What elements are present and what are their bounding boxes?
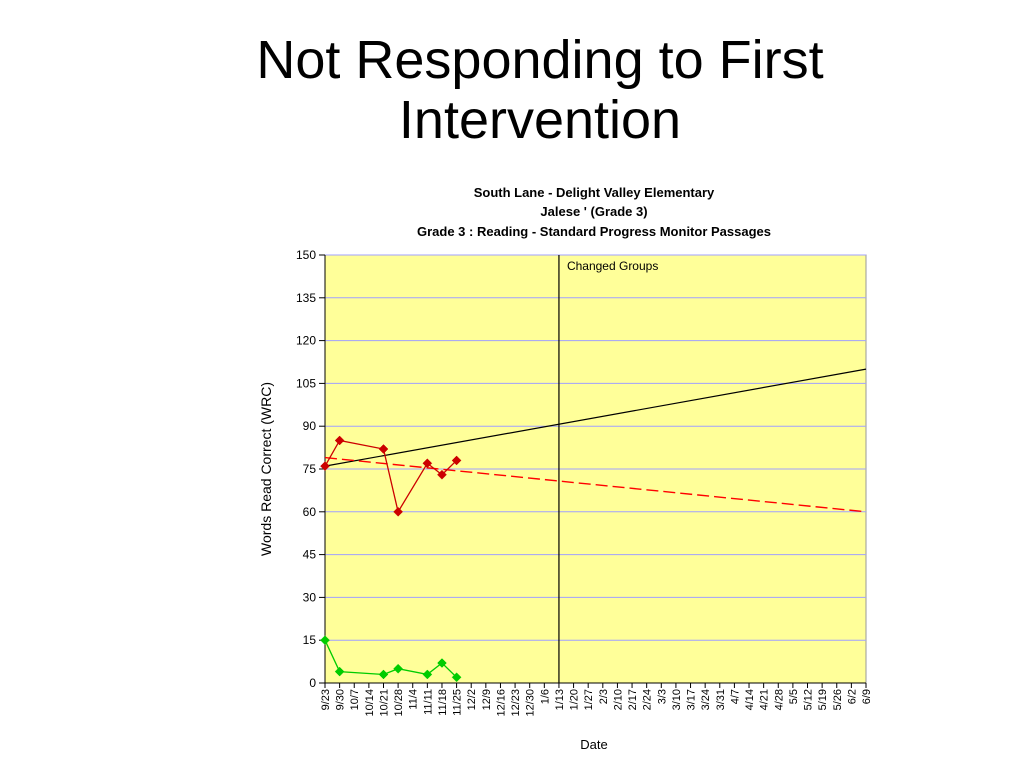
x-tick-label: 2/17 <box>627 689 639 710</box>
goal-line <box>324 368 867 467</box>
y-tick-label: 120 <box>296 334 316 348</box>
x-tick-label: 11/4 <box>408 689 420 710</box>
data-point <box>422 669 433 680</box>
y-tick-label: 90 <box>303 419 317 433</box>
x-tick-label: 4/14 <box>744 689 756 710</box>
y-tick-label: 105 <box>296 376 316 390</box>
x-tick-label: 3/10 <box>671 689 683 710</box>
x-tick-label: 2/3 <box>598 689 610 704</box>
y-tick-label: 45 <box>303 548 317 562</box>
data-point <box>422 458 433 469</box>
x-tick-label: 6/2 <box>846 689 858 704</box>
x-tick-label: 4/21 <box>759 689 771 710</box>
x-tick-label: 1/6 <box>539 689 551 704</box>
x-tick-label: 10/14 <box>364 689 376 717</box>
data-point <box>334 666 345 677</box>
x-tick-label: 10/21 <box>378 689 390 717</box>
x-tick-label: 1/27 <box>583 689 595 710</box>
chart-title-line: Jalese ' (Grade 3) <box>540 204 647 219</box>
y-tick-label: 150 <box>296 248 316 262</box>
x-tick-label: 2/24 <box>642 689 654 710</box>
x-tick-label: 5/5 <box>788 689 800 704</box>
data-point <box>393 663 403 674</box>
y-tick-label: 60 <box>303 505 317 519</box>
x-tick-label: 11/11 <box>422 689 434 715</box>
x-tick-label: 10/7 <box>349 689 361 710</box>
x-tick-label: 12/9 <box>481 689 493 710</box>
data-point <box>320 461 330 472</box>
data-point <box>393 506 403 517</box>
chart-title-line: Grade 3 : Reading - Standard Progress Mo… <box>417 224 771 239</box>
x-tick-label: 1/13 <box>554 689 566 710</box>
data-point <box>437 469 447 480</box>
y-tick-label: 135 <box>296 291 316 305</box>
x-tick-label: 6/9 <box>861 689 873 704</box>
x-tick-label: 2/10 <box>612 689 624 710</box>
x-tick-label: 1/20 <box>569 689 581 710</box>
x-tick-label: 4/7 <box>729 689 741 704</box>
data-point <box>378 444 389 454</box>
x-tick-label: 11/18 <box>437 689 449 716</box>
slide-title-line-1: Not Responding to First <box>256 30 824 90</box>
trend-line <box>324 456 867 513</box>
y-axis-label: Words Read Correct (WRC) <box>258 382 274 556</box>
data-point <box>334 435 345 446</box>
slide-title-line-2: Intervention <box>398 90 682 150</box>
x-tick-label: 3/24 <box>700 689 712 710</box>
y-tick-label: 0 <box>309 676 316 690</box>
x-tick-label: 12/2 <box>466 689 478 710</box>
data-point <box>320 635 330 646</box>
x-tick-label: 10/28 <box>393 689 405 717</box>
x-tick-label: 5/12 <box>803 689 815 710</box>
data-point <box>378 669 389 680</box>
data-point <box>451 672 462 683</box>
x-tick-label: 5/26 <box>832 689 844 710</box>
x-tick-label: 12/16 <box>495 689 507 717</box>
x-tick-label: 9/23 <box>320 689 332 710</box>
x-tick-label: 9/30 <box>335 689 347 710</box>
x-tick-label: 12/30 <box>525 689 537 717</box>
y-tick-label: 30 <box>303 590 317 604</box>
slide-title: Not Responding to First Intervention <box>140 30 940 150</box>
x-tick-label: 3/31 <box>715 689 727 710</box>
data-point <box>451 455 462 466</box>
x-tick-label: 5/19 <box>817 689 829 710</box>
x-tick-label: 4/28 <box>773 689 785 710</box>
data-point <box>437 658 447 668</box>
x-tick-label: 11/25 <box>452 689 464 716</box>
x-tick-label: 3/3 <box>656 689 668 704</box>
x-tick-label: 12/23 <box>510 689 522 717</box>
x-tick-label: 3/17 <box>686 689 698 710</box>
y-tick-label: 75 <box>303 462 317 476</box>
x-axis-label: Date <box>580 737 607 752</box>
chart-title-line: South Lane - Delight Valley Elementary <box>474 185 715 200</box>
y-tick-label: 15 <box>303 633 317 647</box>
phase-change-label: Changed Groups <box>567 259 658 273</box>
